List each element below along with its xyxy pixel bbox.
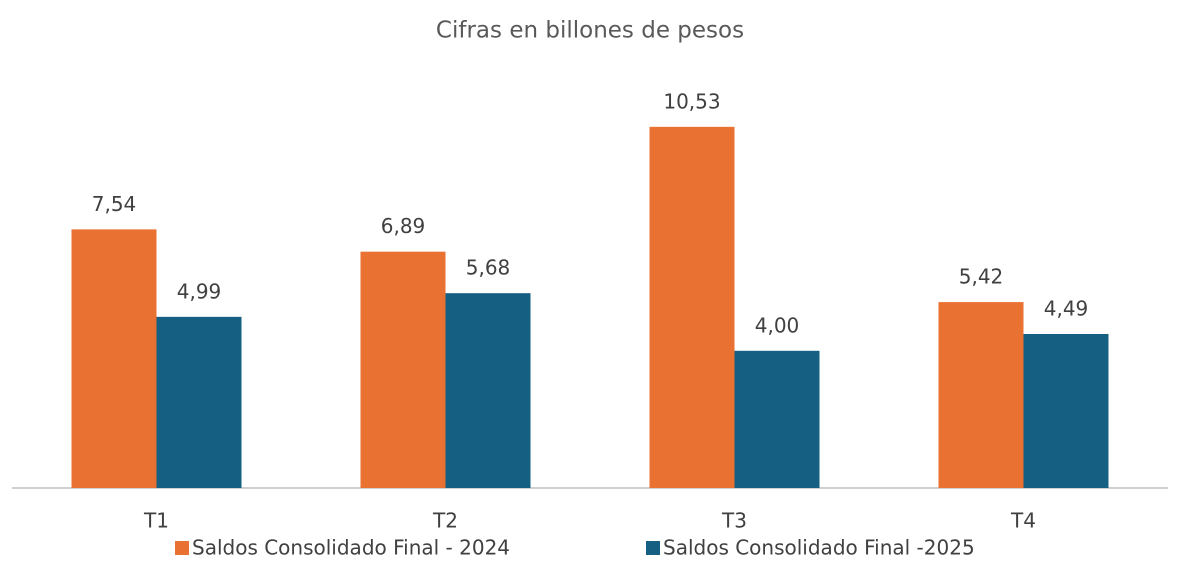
data-label: 6,89 — [381, 214, 426, 238]
x-tick-label: T4 — [1010, 509, 1036, 533]
data-label: 5,42 — [959, 265, 1004, 289]
data-label: 10,53 — [663, 89, 720, 113]
legend-label: Saldos Consolidado Final -2025 — [663, 536, 975, 560]
data-label: 4,99 — [177, 279, 222, 303]
legend-swatch — [175, 541, 189, 555]
data-label: 5,68 — [466, 256, 511, 280]
bar — [649, 126, 735, 489]
data-label: 4,49 — [1044, 296, 1089, 320]
bar — [938, 302, 1024, 488]
bar — [360, 251, 446, 488]
legend-swatch — [646, 541, 660, 555]
bar — [71, 229, 157, 489]
data-label: 4,00 — [755, 313, 800, 337]
x-tick-label: T1 — [143, 509, 169, 533]
bar — [734, 350, 820, 488]
legend-label: Saldos Consolidado Final - 2024 — [192, 536, 510, 560]
chart-title: Cifras en billones de pesos — [436, 18, 744, 44]
bar — [445, 293, 531, 488]
x-tick-label: T3 — [721, 509, 747, 533]
bar — [1023, 333, 1109, 488]
x-tick-label: T2 — [432, 509, 458, 533]
data-label: 7,54 — [92, 192, 137, 216]
bar — [156, 316, 242, 488]
